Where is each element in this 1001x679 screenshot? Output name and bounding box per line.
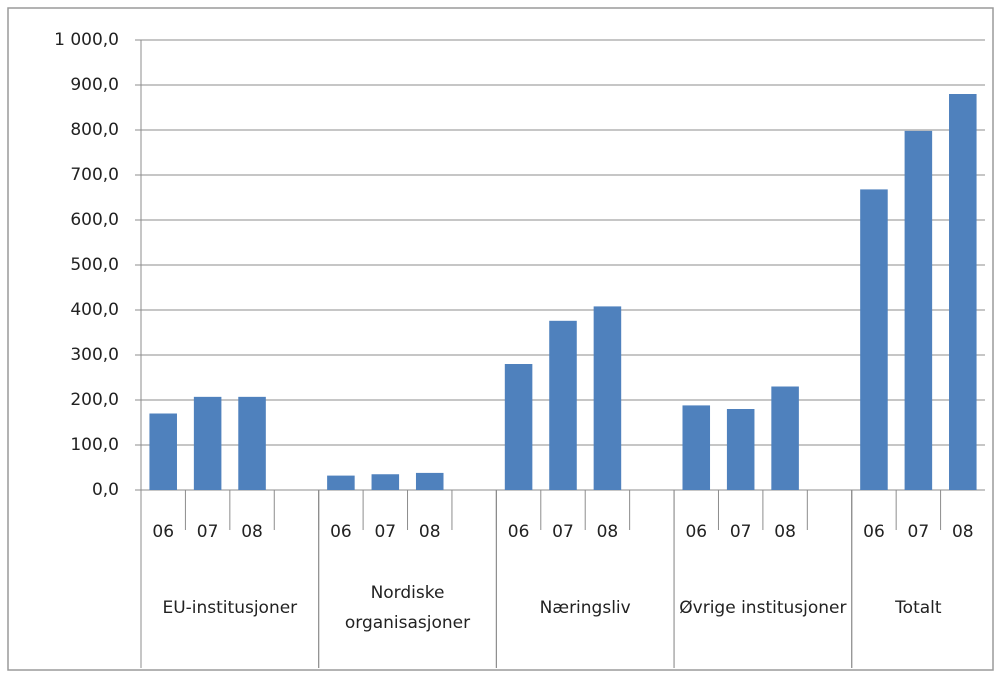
bar xyxy=(193,396,222,490)
bar xyxy=(860,189,888,490)
bar xyxy=(549,320,577,490)
bar xyxy=(904,130,933,490)
group-label: Nordiske organisasjoner xyxy=(344,583,471,633)
group-label: Næringsliv xyxy=(539,598,631,618)
bar xyxy=(682,405,711,490)
y-tick-label: 700,0 xyxy=(70,165,119,185)
x-tick-label: 08 xyxy=(952,522,974,542)
bar xyxy=(327,475,355,490)
y-tick-label: 1 000,0 xyxy=(54,30,119,50)
x-tick-label: 08 xyxy=(597,522,619,542)
group-label: EU-institusjoner xyxy=(162,598,298,618)
x-tick-label: 06 xyxy=(152,522,174,542)
y-tick-label: 200,0 xyxy=(70,390,119,410)
chart-frame xyxy=(7,7,994,671)
y-tick-label: 300,0 xyxy=(70,345,119,365)
x-tick-label: 07 xyxy=(197,522,219,542)
x-tick-label: 06 xyxy=(508,522,530,542)
x-tick-label: 07 xyxy=(552,522,574,542)
y-tick-label: 900,0 xyxy=(70,75,119,95)
x-tick-label: 08 xyxy=(774,522,796,542)
y-tick-label: 0,0 xyxy=(92,480,119,500)
bar xyxy=(504,364,533,490)
bar xyxy=(149,413,177,490)
x-tick-label: 07 xyxy=(908,522,930,542)
group-label: Totalt xyxy=(895,598,942,618)
x-tick-label: 06 xyxy=(685,522,707,542)
x-tick-label: 06 xyxy=(330,522,352,542)
y-tick-label: 800,0 xyxy=(70,120,119,140)
bar xyxy=(949,94,977,490)
y-tick-label: 100,0 xyxy=(70,435,119,455)
bar xyxy=(371,474,400,490)
bar xyxy=(238,396,266,490)
bar xyxy=(593,306,622,490)
x-tick-label: 08 xyxy=(419,522,441,542)
y-tick-label: 500,0 xyxy=(70,255,119,275)
x-tick-label: 08 xyxy=(241,522,263,542)
x-tick-label: 06 xyxy=(863,522,885,542)
bar xyxy=(771,386,799,490)
x-tick-label: 07 xyxy=(374,522,396,542)
y-tick-label: 600,0 xyxy=(70,210,119,230)
group-label: Øvrige institusjoner xyxy=(679,598,847,618)
bar xyxy=(726,409,755,490)
bar xyxy=(415,472,444,490)
y-tick-label: 400,0 xyxy=(70,300,119,320)
x-tick-label: 07 xyxy=(730,522,752,542)
